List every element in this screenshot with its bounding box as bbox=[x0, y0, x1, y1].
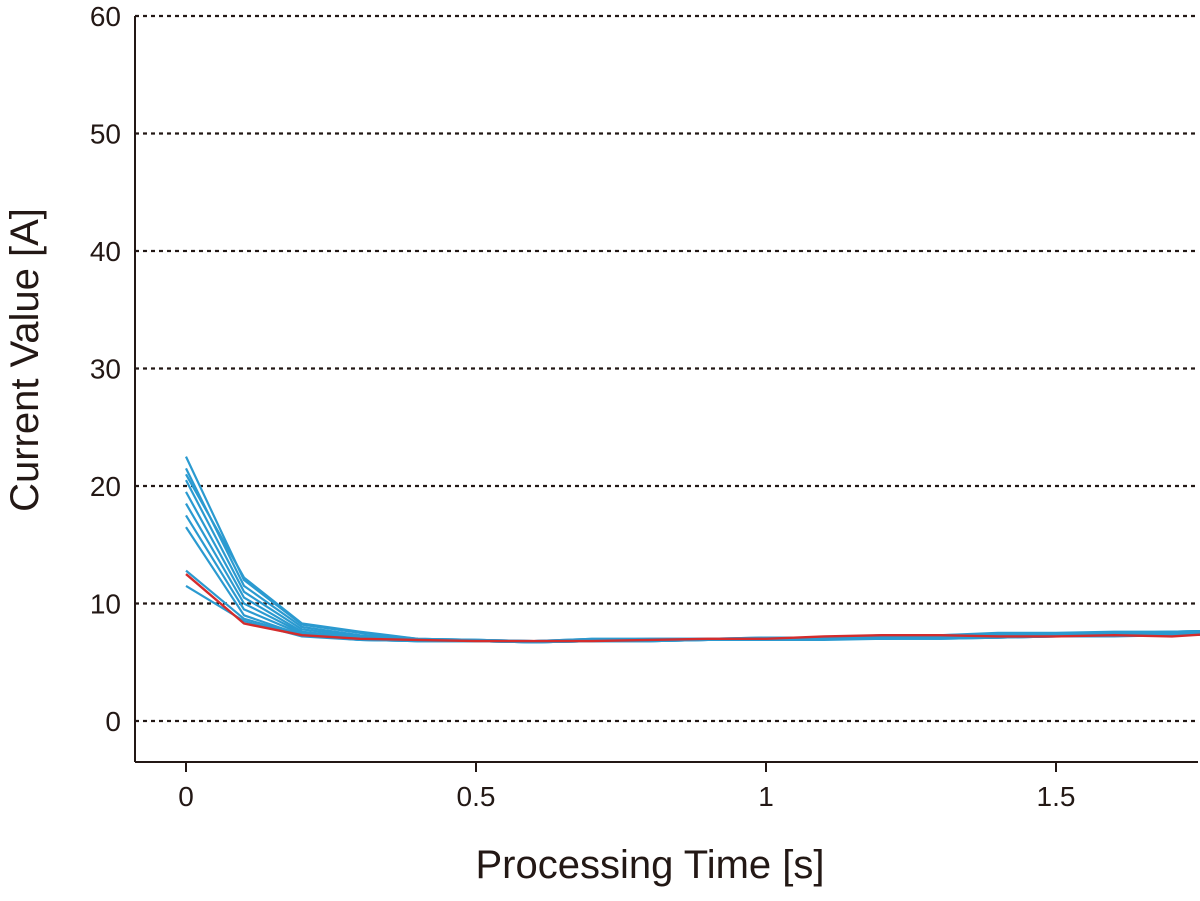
series-line-1 bbox=[185, 456, 1200, 643]
series-line-9 bbox=[185, 584, 1200, 644]
series-line-5 bbox=[185, 503, 1200, 644]
y-tick-label-0: 0 bbox=[105, 706, 121, 737]
series-line-8 bbox=[185, 569, 1200, 644]
y-tick-label-40: 40 bbox=[90, 236, 121, 267]
y-tick-label-50: 50 bbox=[90, 119, 121, 150]
y-tick-label-20: 20 bbox=[90, 471, 121, 502]
x-tick-label-0: 0 bbox=[178, 781, 194, 812]
x-tick-label-1.5: 1.5 bbox=[1037, 781, 1076, 812]
axes bbox=[134, 16, 1198, 772]
x-axis-title: Processing Time [s] bbox=[475, 843, 824, 887]
y-tick-label-10: 10 bbox=[90, 589, 121, 620]
series-line-11 bbox=[185, 573, 1200, 643]
series-line-4 bbox=[185, 491, 1200, 643]
series-line-7 bbox=[185, 526, 1200, 644]
series-line-10 bbox=[185, 473, 1200, 643]
gridlines bbox=[135, 14, 1198, 723]
x-tick-label-0.5: 0.5 bbox=[457, 781, 496, 812]
y-tick-label-60: 60 bbox=[90, 1, 121, 32]
series-line-6 bbox=[185, 514, 1200, 644]
y-tick-label-30: 30 bbox=[90, 354, 121, 385]
y-axis-title: Current Value [A] bbox=[3, 208, 47, 512]
series-line-2 bbox=[185, 467, 1200, 643]
series-lines bbox=[185, 456, 1200, 644]
series-line-3 bbox=[185, 479, 1200, 643]
x-tick-label-1: 1 bbox=[758, 781, 774, 812]
